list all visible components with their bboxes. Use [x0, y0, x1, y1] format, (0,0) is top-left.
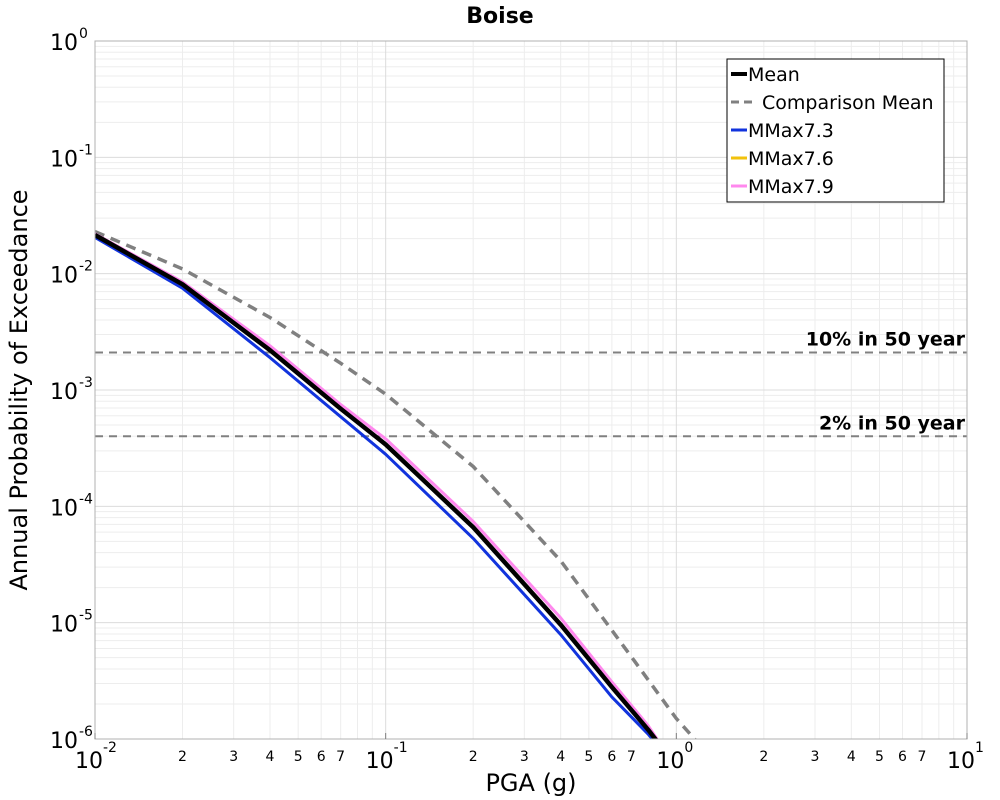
y-tick-exponent: 0 [79, 26, 88, 42]
x-tick-label: 10 [75, 749, 103, 774]
x-minor-tick-label: 6 [898, 749, 907, 765]
x-minor-tick-label: 2 [178, 749, 187, 765]
y-tick-label: 10 [50, 264, 78, 289]
y-tick-exponent: -2 [79, 259, 93, 275]
x-minor-tick-label: 7 [627, 749, 636, 765]
legend-label: Comparison Mean [762, 92, 934, 114]
legend: Mean Comparison Mean MMax7.3 MMax7.6 MMax7.9 [726, 58, 945, 203]
chart-title: Boise [466, 4, 533, 29]
x-minor-tick-label: 3 [811, 749, 820, 765]
y-tick-exponent: -6 [79, 724, 93, 740]
x-tick-exponent: 1 [975, 740, 984, 756]
legend-box [726, 58, 945, 203]
reference-lines: 10% in 50 year 2% in 50 year [95, 329, 967, 438]
x-minor-tick-label: 6 [607, 749, 616, 765]
plot-frame [94, 40, 968, 740]
y-tick-exponent: -1 [79, 142, 93, 158]
y-tick-label: 10 [50, 147, 78, 172]
legend-label: Mean [748, 64, 800, 86]
x-minor-tick-label: 7 [336, 749, 345, 765]
series-line-mmax7-3 [95, 236, 655, 739]
x-tick-label: 10 [947, 749, 975, 774]
series-line-mmax7-9 [95, 232, 659, 739]
y-tick-label: 10 [50, 613, 78, 638]
x-minor-tick-label: 4 [847, 749, 856, 765]
x-minor-tick-label: 2 [759, 749, 768, 765]
x-minor-tick-label: 2 [469, 749, 478, 765]
x-minor-tick-label: 3 [229, 749, 238, 765]
x-tick-label: 10 [366, 749, 394, 774]
x-tick-exponent: 0 [684, 740, 693, 756]
reference-line-label: 10% in 50 year [806, 329, 966, 351]
legend-label: MMax7.3 [748, 120, 834, 142]
x-minor-tick-label: 6 [317, 749, 326, 765]
x-minor-tick-label: 4 [266, 749, 275, 765]
y-tick-exponent: -4 [79, 491, 93, 507]
y-tick-exponent: -5 [79, 608, 93, 624]
legend-label: MMax7.6 [748, 148, 834, 170]
y-tick-label: 10 [50, 31, 78, 56]
y-axis-label: Annual Probability of Exceedance [5, 189, 33, 590]
x-minor-tick-label: 5 [875, 749, 884, 765]
series-line-comparison-mean [95, 229, 697, 739]
series-lines [95, 229, 697, 739]
y-tick-exponent: -3 [79, 375, 93, 391]
x-minor-tick-label: 7 [918, 749, 927, 765]
x-tick-exponent: -1 [394, 740, 408, 756]
reference-line-label: 2% in 50 year [819, 412, 966, 434]
legend-label: MMax7.9 [748, 176, 834, 198]
y-tick-label: 10 [50, 729, 78, 754]
x-axis-label: PGA (g) [485, 769, 576, 797]
x-minor-tick-label: 5 [584, 749, 593, 765]
x-tick-label: 10 [656, 749, 684, 774]
y-tick-label: 10 [50, 496, 78, 521]
x-tick-exponent: -2 [103, 740, 117, 756]
y-tick-label: 10 [50, 380, 78, 405]
series-line-mean [95, 233, 659, 739]
x-minor-tick-label: 3 [520, 749, 529, 765]
x-minor-tick-label: 4 [556, 749, 565, 765]
x-minor-tick-label: 5 [294, 749, 303, 765]
